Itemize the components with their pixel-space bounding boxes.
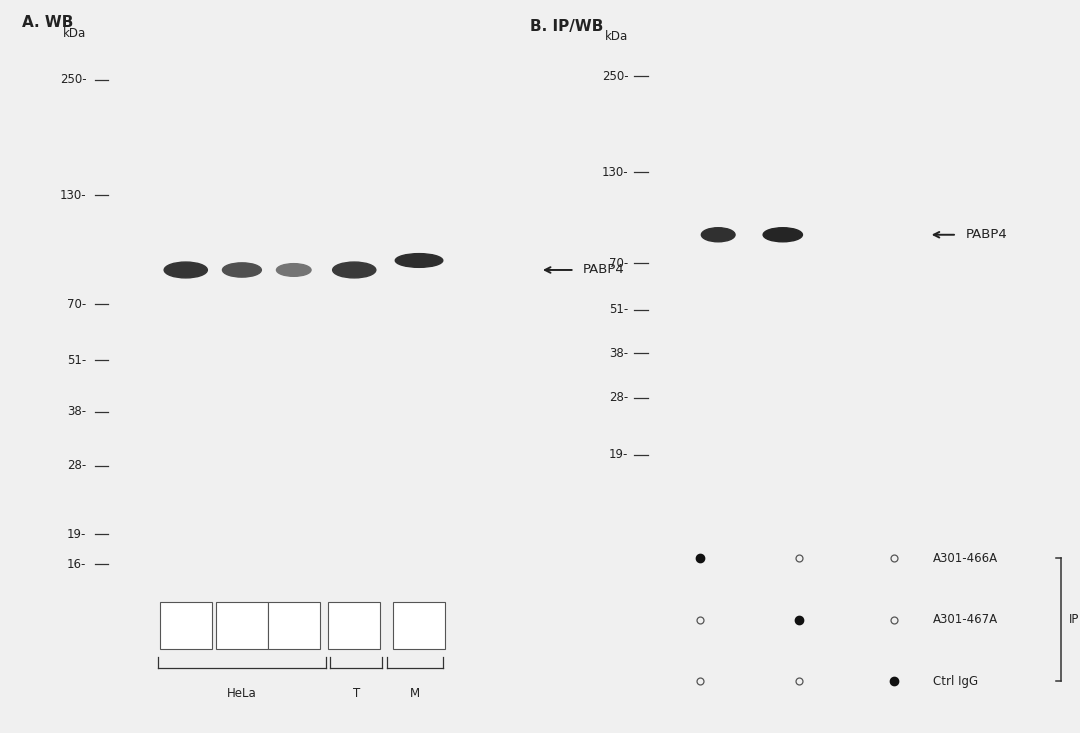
Ellipse shape <box>276 264 311 276</box>
Text: 50: 50 <box>178 619 193 633</box>
Ellipse shape <box>222 263 261 277</box>
Text: A301-466A: A301-466A <box>933 552 998 564</box>
Text: T: T <box>353 687 360 700</box>
Text: 19-: 19- <box>67 528 86 541</box>
Text: 15: 15 <box>234 619 249 633</box>
Text: 50: 50 <box>347 619 362 633</box>
Text: HeLa: HeLa <box>227 687 257 700</box>
Text: PABP4: PABP4 <box>583 263 625 276</box>
Text: 19-: 19- <box>609 449 629 461</box>
Text: 70-: 70- <box>67 298 86 311</box>
Text: 28-: 28- <box>67 460 86 472</box>
Text: 16-: 16- <box>67 558 86 571</box>
Ellipse shape <box>701 228 735 242</box>
FancyBboxPatch shape <box>393 603 445 649</box>
Text: PABP4: PABP4 <box>966 228 1007 241</box>
Text: 70-: 70- <box>609 257 629 270</box>
Text: kDa: kDa <box>63 27 86 40</box>
Text: 130-: 130- <box>602 166 629 179</box>
FancyBboxPatch shape <box>268 603 320 649</box>
FancyBboxPatch shape <box>328 603 380 649</box>
Ellipse shape <box>764 228 802 242</box>
Text: 38-: 38- <box>609 347 629 360</box>
Ellipse shape <box>395 254 443 268</box>
Text: M: M <box>409 687 420 700</box>
Ellipse shape <box>333 262 376 278</box>
Text: Ctrl IgG: Ctrl IgG <box>933 675 978 688</box>
Text: A301-467A: A301-467A <box>933 614 998 626</box>
FancyBboxPatch shape <box>216 603 268 649</box>
Text: 28-: 28- <box>609 391 629 405</box>
Text: 38-: 38- <box>67 405 86 419</box>
Text: 250-: 250- <box>602 70 629 83</box>
Text: IP: IP <box>1069 614 1080 626</box>
Text: 5: 5 <box>291 619 297 633</box>
Text: 130-: 130- <box>59 188 86 202</box>
Text: 250-: 250- <box>59 73 86 86</box>
Text: 50: 50 <box>411 619 427 633</box>
Text: B. IP/WB: B. IP/WB <box>530 20 604 34</box>
FancyBboxPatch shape <box>160 603 212 649</box>
Ellipse shape <box>164 262 207 278</box>
Text: 51-: 51- <box>609 303 629 317</box>
Text: 51-: 51- <box>67 353 86 366</box>
Text: A. WB: A. WB <box>22 15 73 29</box>
Text: kDa: kDa <box>605 30 629 43</box>
